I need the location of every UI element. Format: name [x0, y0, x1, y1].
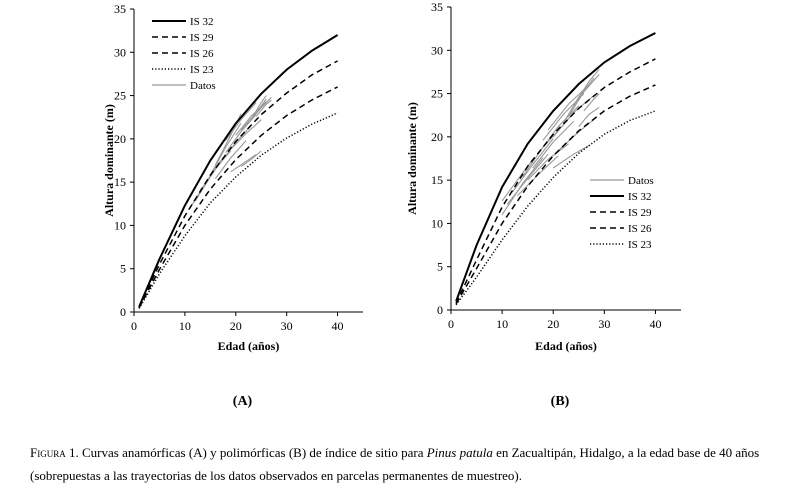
datos-trajectory — [225, 102, 257, 141]
series-line-is-32 — [138, 34, 339, 308]
datos-trajectory — [250, 95, 267, 121]
datos-trajectory — [214, 140, 247, 180]
legend-label: IS 26 — [190, 48, 214, 60]
datos-trajectory — [583, 93, 600, 112]
legend-label: IS 23 — [628, 239, 652, 251]
series-line-is-26 — [455, 84, 656, 305]
figure-caption: Figura 1. Curvas anamórficas (A) y polim… — [30, 441, 805, 487]
y-tick-label: 0 — [437, 303, 443, 317]
y-tick-label: 20 — [431, 130, 443, 144]
series-line-is-29 — [455, 58, 656, 304]
datos-trajectory — [552, 145, 590, 169]
legend-label: IS 32 — [190, 16, 214, 28]
x-tick-label: 10 — [179, 319, 191, 333]
datos-trajectory — [501, 157, 544, 216]
datos-trajectory — [506, 153, 549, 205]
legend-label: IS 29 — [628, 207, 652, 219]
panel-a: 0 10 20 30 40 0 5 10 15 20 25 30 35 Edad (años) Altura… — [102, 2, 363, 409]
datos-trajectory — [578, 106, 600, 127]
legend-label: Datos — [190, 80, 216, 92]
series-line-is-23 — [455, 110, 656, 306]
legend-label: Datos — [628, 175, 654, 187]
x-tick-label: 30 — [281, 319, 293, 333]
datos-trajectory — [568, 74, 600, 117]
x-tick-label: 40 — [332, 319, 344, 333]
legend-label: IS 26 — [628, 223, 652, 235]
legend: IS 32 IS 29 IS 26 IS 23 Datos — [152, 16, 216, 92]
x-axis-label: Edad (años) — [535, 339, 597, 353]
y-tick-label: 0 — [120, 305, 126, 319]
legend: Datos IS 32 IS 29 IS 26 IS 23 — [590, 175, 654, 251]
series-line-is-23 — [138, 112, 338, 309]
y-tick-label: 20 — [114, 132, 126, 146]
datos-trajectory — [230, 153, 257, 173]
y-tick-label: 30 — [431, 43, 443, 57]
x-tick-label: 0 — [131, 319, 137, 333]
x-tick-label: 40 — [649, 317, 661, 331]
legend-label: IS 32 — [628, 191, 652, 203]
datos-trajectory — [532, 120, 575, 169]
y-tick-label: 15 — [114, 175, 126, 189]
series-line-is-32 — [455, 32, 656, 302]
x-axis-label: Edad (años) — [218, 339, 280, 353]
datos-trajectory — [245, 96, 272, 126]
y-tick-label: 15 — [431, 173, 443, 187]
datos-trajectory — [209, 123, 242, 176]
y-tick-label: 25 — [431, 87, 443, 101]
y-tick-label: 10 — [114, 218, 126, 232]
caption-text-after: en Zacualtipán, Hidalgo, a la edad base … — [30, 445, 760, 483]
x-tick-label: 20 — [230, 319, 242, 333]
caption-text-before: Curvas anamórficas (A) y polimórficas (B… — [78, 445, 427, 460]
series-line-is-26 — [138, 86, 338, 309]
y-axis-label: Altura dominante (m) — [405, 102, 419, 215]
legend-label: IS 29 — [190, 32, 214, 44]
x-tick-label: 0 — [448, 317, 454, 331]
y-tick-label: 5 — [120, 262, 126, 276]
panel-label: (B) — [551, 394, 570, 409]
datos-trajectory — [527, 143, 569, 181]
y-tick-label: 25 — [114, 89, 126, 103]
datos-trajectory — [230, 119, 262, 150]
series-line-is-29 — [138, 60, 338, 309]
datos-trajectory — [225, 114, 257, 154]
datos-trajectory — [240, 150, 262, 168]
x-tick-label: 30 — [598, 317, 610, 331]
y-tick-label: 10 — [431, 216, 443, 230]
panel-label: (A) — [233, 394, 253, 409]
x-tick-label: 20 — [547, 317, 559, 331]
caption-species: Pinus patula — [426, 445, 493, 460]
x-tick-label: 10 — [496, 317, 508, 331]
datos-trajectory — [573, 68, 600, 106]
y-axis-label: Altura dominante (m) — [102, 104, 116, 217]
datos-trajectory — [255, 99, 272, 117]
y-tick-label: 5 — [437, 260, 443, 274]
y-tick-label: 35 — [114, 2, 126, 16]
y-tick-label: 30 — [114, 45, 126, 59]
legend-label: IS 23 — [190, 64, 214, 76]
figure-svg: 0 10 20 30 40 0 5 10 15 20 25 30 35 Edad (años) Altura… — [102, 0, 681, 409]
caption-label: Figura 1. — [30, 445, 79, 460]
y-tick-label: 35 — [431, 0, 443, 14]
panel-b: 0 10 20 30 40 0 5 10 15 20 25 30 35 Edad (años) Altura… — [405, 0, 681, 409]
datos-trajectory — [511, 138, 554, 193]
